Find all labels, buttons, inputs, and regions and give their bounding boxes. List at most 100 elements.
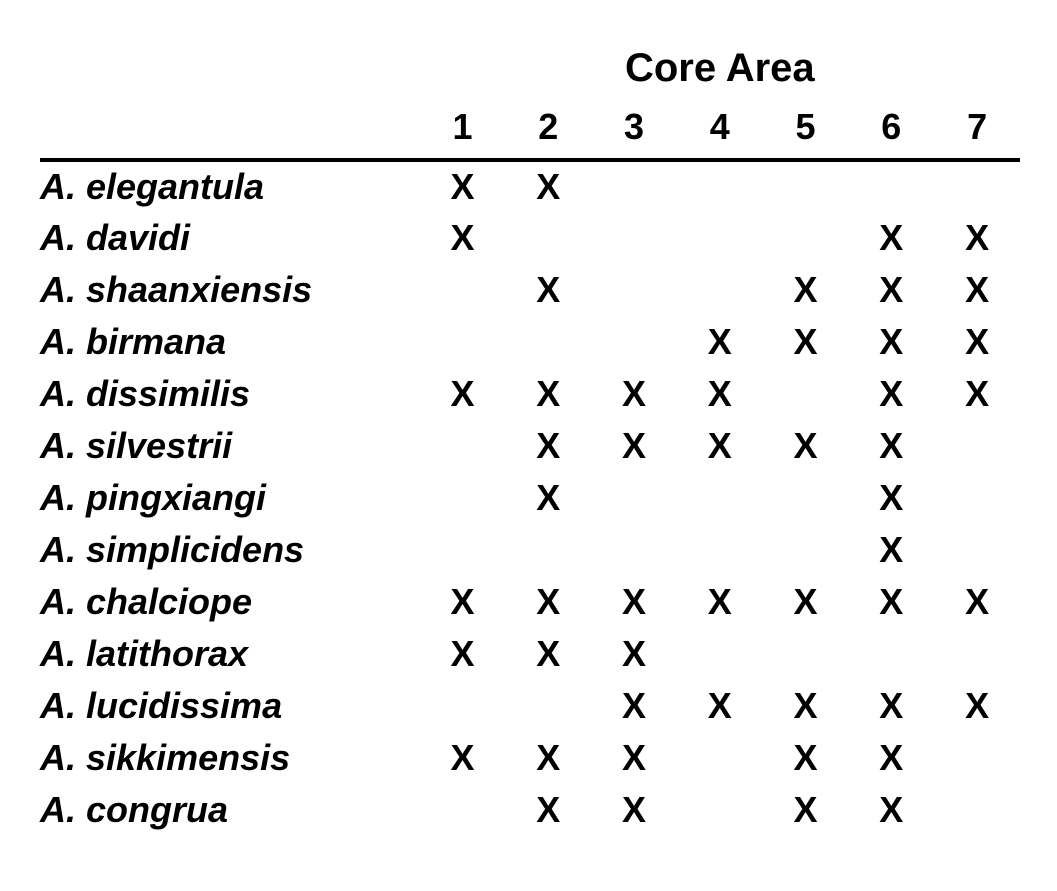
presence-mark: X bbox=[591, 732, 677, 784]
x-icon: X bbox=[536, 269, 560, 310]
presence-empty bbox=[677, 472, 763, 524]
x-icon: X bbox=[965, 373, 989, 414]
column-header: 2 bbox=[505, 96, 591, 160]
presence-mark: X bbox=[763, 680, 849, 732]
x-icon: X bbox=[879, 789, 903, 830]
x-icon: X bbox=[965, 321, 989, 362]
x-icon: X bbox=[708, 373, 732, 414]
presence-mark: X bbox=[420, 628, 506, 680]
presence-mark: X bbox=[420, 368, 506, 420]
x-icon: X bbox=[536, 581, 560, 622]
table-row: A. simplicidens X bbox=[40, 524, 1020, 576]
presence-empty bbox=[763, 628, 849, 680]
presence-empty bbox=[677, 732, 763, 784]
presence-mark: X bbox=[505, 264, 591, 316]
presence-empty bbox=[591, 316, 677, 368]
presence-empty bbox=[848, 628, 934, 680]
x-icon: X bbox=[536, 789, 560, 830]
species-header-blank bbox=[40, 96, 420, 160]
presence-empty bbox=[677, 212, 763, 264]
presence-empty bbox=[763, 524, 849, 576]
presence-empty bbox=[420, 316, 506, 368]
presence-mark: X bbox=[848, 212, 934, 264]
presence-mark: X bbox=[677, 420, 763, 472]
species-name: A. birmana bbox=[40, 316, 420, 368]
table-row: A. silvestriiXXXXX bbox=[40, 420, 1020, 472]
x-icon: X bbox=[622, 581, 646, 622]
column-header: 6 bbox=[848, 96, 934, 160]
presence-empty bbox=[420, 680, 506, 732]
x-icon: X bbox=[879, 269, 903, 310]
table-title: Core Area bbox=[420, 40, 1020, 96]
x-icon: X bbox=[536, 425, 560, 466]
table-row: A. elegantulaXX bbox=[40, 160, 1020, 212]
presence-empty bbox=[505, 316, 591, 368]
presence-mark: X bbox=[505, 472, 591, 524]
x-icon: X bbox=[708, 581, 732, 622]
species-name: A. shaanxiensis bbox=[40, 264, 420, 316]
table-row: A. pingxiangiXX bbox=[40, 472, 1020, 524]
x-icon: X bbox=[708, 425, 732, 466]
presence-empty bbox=[420, 420, 506, 472]
presence-mark: X bbox=[848, 576, 934, 628]
presence-table: Core Area1234567 A. elegantulaXXA. david… bbox=[40, 40, 1020, 836]
x-icon: X bbox=[536, 477, 560, 518]
table-row: A. latithoraxXXX bbox=[40, 628, 1020, 680]
table-row: A. sikkimensisXXXXX bbox=[40, 732, 1020, 784]
presence-empty bbox=[677, 628, 763, 680]
presence-mark: X bbox=[763, 576, 849, 628]
x-icon: X bbox=[879, 425, 903, 466]
presence-empty bbox=[505, 212, 591, 264]
presence-mark: X bbox=[763, 784, 849, 836]
presence-empty bbox=[934, 732, 1020, 784]
presence-mark: X bbox=[934, 680, 1020, 732]
presence-mark: X bbox=[848, 472, 934, 524]
presence-mark: X bbox=[934, 368, 1020, 420]
species-name: A. lucidissima bbox=[40, 680, 420, 732]
presence-mark: X bbox=[848, 524, 934, 576]
x-icon: X bbox=[450, 217, 474, 258]
column-header: 7 bbox=[934, 96, 1020, 160]
presence-mark: X bbox=[420, 732, 506, 784]
x-icon: X bbox=[622, 633, 646, 674]
presence-empty bbox=[505, 680, 591, 732]
x-icon: X bbox=[536, 373, 560, 414]
presence-mark: X bbox=[420, 160, 506, 212]
x-icon: X bbox=[879, 373, 903, 414]
presence-mark: X bbox=[848, 784, 934, 836]
table-row: A. davidiXXX bbox=[40, 212, 1020, 264]
species-name: A. davidi bbox=[40, 212, 420, 264]
table-row: A. dissimilisXXXXXX bbox=[40, 368, 1020, 420]
x-icon: X bbox=[536, 737, 560, 778]
presence-mark: X bbox=[934, 576, 1020, 628]
presence-mark: X bbox=[848, 368, 934, 420]
x-icon: X bbox=[879, 529, 903, 570]
species-name: A. latithorax bbox=[40, 628, 420, 680]
presence-mark: X bbox=[505, 368, 591, 420]
presence-empty bbox=[934, 160, 1020, 212]
presence-mark: X bbox=[591, 576, 677, 628]
x-icon: X bbox=[450, 373, 474, 414]
presence-empty bbox=[763, 160, 849, 212]
column-header: 4 bbox=[677, 96, 763, 160]
presence-empty bbox=[677, 264, 763, 316]
presence-mark: X bbox=[420, 212, 506, 264]
x-icon: X bbox=[794, 269, 818, 310]
x-icon: X bbox=[708, 321, 732, 362]
presence-mark: X bbox=[763, 420, 849, 472]
x-icon: X bbox=[794, 789, 818, 830]
x-icon: X bbox=[450, 166, 474, 207]
table-row: A. shaanxiensis X X X X bbox=[40, 264, 1020, 316]
presence-empty bbox=[505, 524, 591, 576]
presence-mark: X bbox=[763, 264, 849, 316]
column-header: 3 bbox=[591, 96, 677, 160]
x-icon: X bbox=[965, 685, 989, 726]
species-name: A. simplicidens bbox=[40, 524, 420, 576]
x-icon: X bbox=[536, 166, 560, 207]
species-name: A. dissimilis bbox=[40, 368, 420, 420]
presence-empty bbox=[677, 160, 763, 212]
x-icon: X bbox=[794, 581, 818, 622]
presence-mark: X bbox=[505, 784, 591, 836]
header-blank bbox=[40, 40, 420, 96]
x-icon: X bbox=[965, 269, 989, 310]
